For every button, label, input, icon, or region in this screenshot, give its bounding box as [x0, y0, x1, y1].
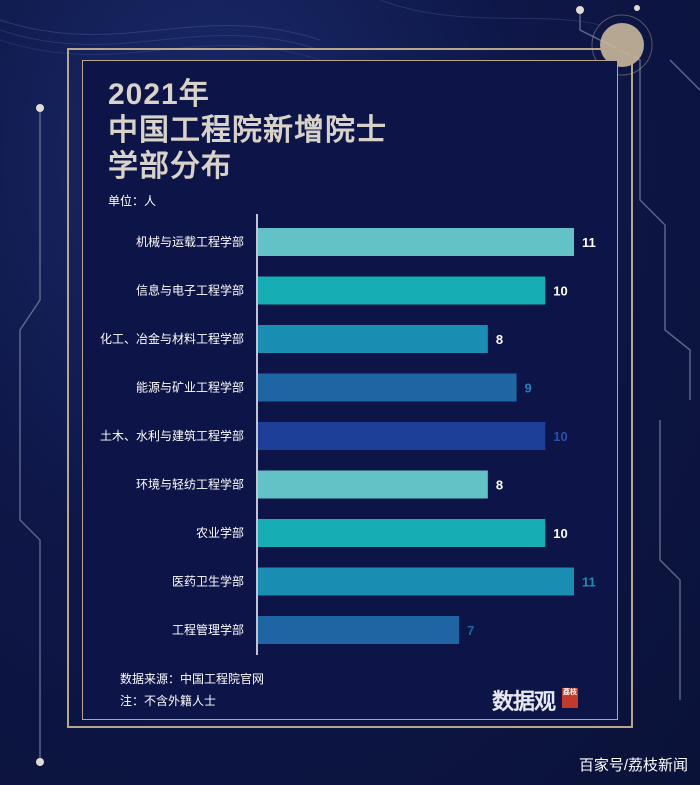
data-source: 数据来源：中国工程院官网: [120, 672, 265, 686]
value-label-0: 11: [582, 235, 596, 250]
bar-8: [258, 616, 460, 644]
value-label-2: 8: [496, 332, 503, 347]
category-label-7: 医药卫生学部: [172, 574, 244, 589]
value-label-6: 10: [553, 526, 567, 541]
chart-title-line2: 中国工程院新增院士: [108, 114, 387, 147]
bar-0: [258, 228, 574, 256]
brand-logo: 数据观: [492, 689, 556, 714]
value-label-8: 7: [467, 623, 474, 638]
unit-label: 单位：人: [108, 194, 157, 208]
value-label-3: 9: [525, 381, 532, 396]
value-label-1: 10: [553, 284, 567, 299]
bar-7: [258, 567, 574, 596]
bar-6: [258, 519, 546, 547]
bar-3: [258, 373, 517, 402]
watermark-credit: 百家号/荔枝新闻: [578, 757, 688, 774]
bar-1: [258, 276, 546, 305]
category-label-8: 工程管理学部: [172, 622, 244, 637]
footnote: 注：不含外籍人士: [120, 694, 217, 708]
category-label-4: 土木、水利与建筑工程学部: [100, 428, 244, 443]
category-label-2: 化工、冶金与材料工程学部: [100, 331, 244, 346]
category-label-0: 机械与运载工程学部: [136, 234, 244, 249]
value-label-7: 11: [582, 575, 596, 590]
brand-badge: 荔枝: [562, 688, 578, 708]
bar-5: [258, 470, 488, 499]
category-label-6: 农业学部: [196, 525, 244, 540]
category-label-3: 能源与矿业工程学部: [136, 380, 244, 395]
bar-2: [258, 325, 488, 353]
chart-title-line3: 学部分布: [108, 150, 232, 183]
outer-frame: [67, 48, 633, 728]
chart-title-line1: 2021年: [108, 78, 210, 111]
category-label-1: 信息与电子工程学部: [136, 283, 244, 298]
category-label-5: 环境与轻纺工程学部: [136, 477, 244, 492]
bar-4: [258, 422, 546, 450]
bars-group: 机械与运载工程学部 11 信息与电子工程学部 10 化工、冶金与材料工程学部 8 能源与矿业…: [100, 228, 596, 644]
value-label-5: 8: [496, 478, 503, 493]
value-label-4: 10: [553, 429, 567, 444]
